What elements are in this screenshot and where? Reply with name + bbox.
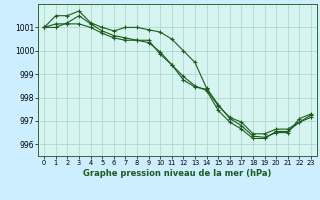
X-axis label: Graphe pression niveau de la mer (hPa): Graphe pression niveau de la mer (hPa) <box>84 169 272 178</box>
